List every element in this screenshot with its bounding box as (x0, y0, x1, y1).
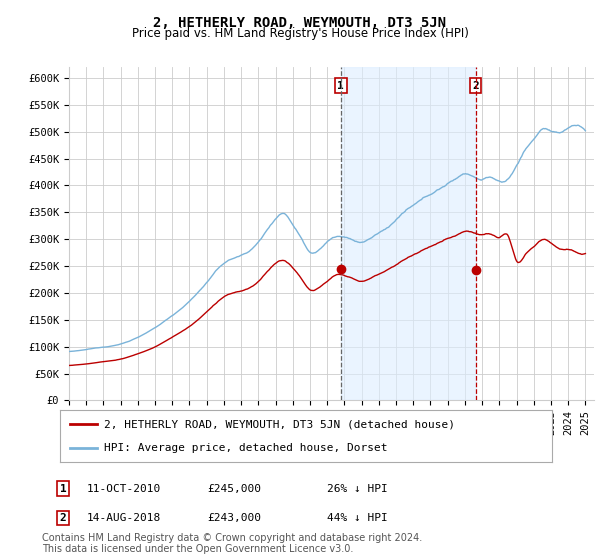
Text: £245,000: £245,000 (207, 484, 261, 494)
Text: 2, HETHERLY ROAD, WEYMOUTH, DT3 5JN: 2, HETHERLY ROAD, WEYMOUTH, DT3 5JN (154, 16, 446, 30)
Text: 2: 2 (59, 513, 67, 523)
Text: £243,000: £243,000 (207, 513, 261, 523)
Text: Price paid vs. HM Land Registry's House Price Index (HPI): Price paid vs. HM Land Registry's House … (131, 27, 469, 40)
Text: 14-AUG-2018: 14-AUG-2018 (87, 513, 161, 523)
Bar (341, 67, 476, 400)
Text: 26% ↓ HPI: 26% ↓ HPI (327, 484, 388, 494)
Text: 1: 1 (337, 81, 344, 91)
Text: 11-OCT-2010: 11-OCT-2010 (87, 484, 161, 494)
Text: 2: 2 (472, 81, 479, 91)
Text: 2, HETHERLY ROAD, WEYMOUTH, DT3 5JN (detached house): 2, HETHERLY ROAD, WEYMOUTH, DT3 5JN (det… (104, 419, 455, 430)
Text: 44% ↓ HPI: 44% ↓ HPI (327, 513, 388, 523)
Text: This data is licensed under the Open Government Licence v3.0.: This data is licensed under the Open Gov… (42, 544, 353, 554)
Text: Contains HM Land Registry data © Crown copyright and database right 2024.: Contains HM Land Registry data © Crown c… (42, 533, 422, 543)
Text: 1: 1 (59, 484, 67, 494)
Text: HPI: Average price, detached house, Dorset: HPI: Average price, detached house, Dors… (104, 443, 388, 453)
